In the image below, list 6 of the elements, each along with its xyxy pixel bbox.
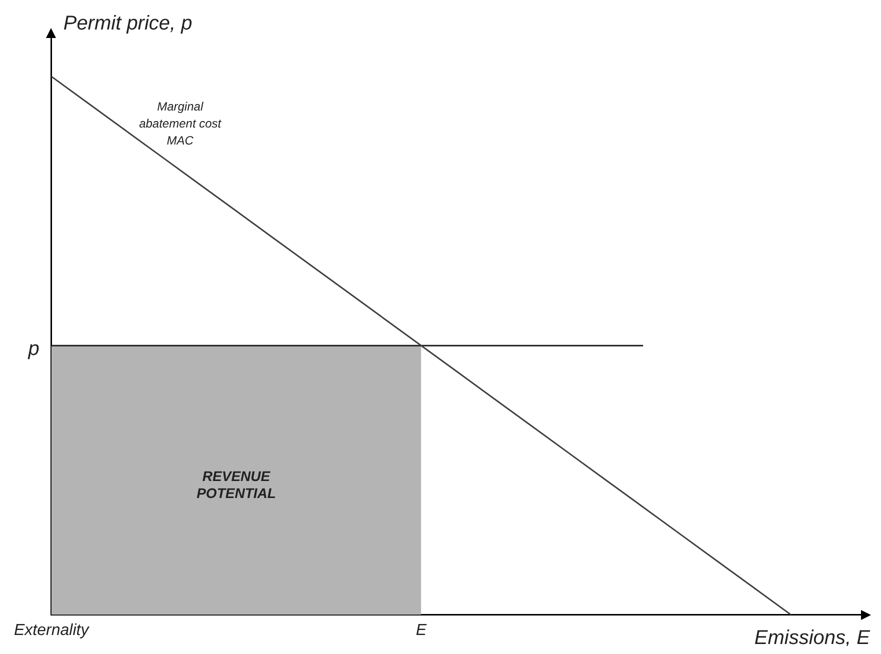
y-axis-title: Permit price, p (63, 12, 192, 35)
x-tick-label: E (416, 622, 427, 639)
series-label: REVENUE POTENTIAL (196, 468, 276, 502)
series-label: Marginal abatement cost MAC (139, 99, 222, 148)
series-label: p (27, 338, 40, 360)
x-tick-label: Externality (14, 622, 90, 639)
